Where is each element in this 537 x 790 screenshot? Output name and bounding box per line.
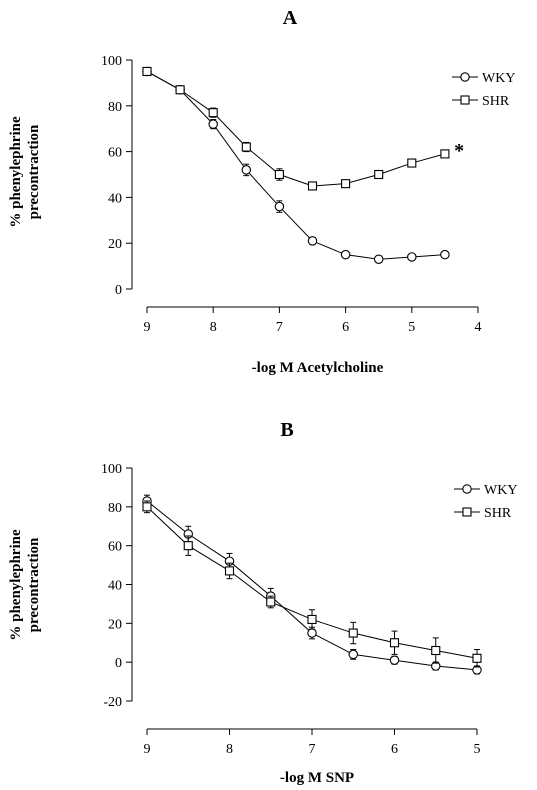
chart-panel-b: B -20 0 20 40 60 80 100 9 8 7 6 5 -log M SNP % phenyle… — [8, 419, 517, 786]
data-point-square — [348, 628, 358, 638]
y-axis-title-line: precontraction — [26, 124, 42, 219]
data-point-square — [440, 149, 450, 159]
data-point-circle — [340, 249, 351, 260]
data-point-circle — [348, 649, 358, 660]
data-point-square — [341, 179, 351, 189]
data-point-square — [472, 653, 482, 663]
y-tick-label: 0 — [115, 283, 122, 298]
data-point-circle — [274, 201, 285, 212]
y-tick-label: 40 — [108, 191, 122, 206]
y-tick-label: 20 — [108, 237, 122, 252]
y-axis-title-line: precontraction — [26, 537, 42, 632]
data-point-circle — [440, 249, 450, 260]
legend-marker-square — [460, 95, 470, 105]
series-line — [146, 71, 446, 187]
data-point-square — [407, 158, 417, 168]
legend-label: WKY — [482, 71, 515, 86]
data-point-circle — [389, 655, 400, 665]
legend-label: WKY — [484, 483, 517, 498]
x-tick-label: 5 — [408, 320, 415, 335]
x-tick-label: 9 — [144, 320, 151, 335]
x-tick-label: 6 — [342, 320, 349, 335]
y-axis-title: % phenylephrine precontraction — [8, 529, 42, 641]
x-tick-label: 4 — [475, 320, 482, 335]
data-point-square — [307, 614, 317, 625]
y-tick-label: 100 — [101, 54, 122, 69]
data-point-square — [142, 502, 152, 512]
chart-panel-a: A 0 20 40 60 80 100 9 8 7 6 5 4 -log M Acetylcholine%… — [8, 7, 515, 376]
panel-label: B — [280, 419, 293, 441]
y-axis-title-line: % phenylephrine — [8, 529, 24, 641]
y-tick-label: 60 — [108, 146, 122, 161]
data-point-circle — [307, 628, 317, 638]
x-tick-label: 8 — [226, 742, 233, 757]
series-wky — [142, 66, 450, 264]
panel-label: A — [283, 7, 298, 29]
data-point-circle — [407, 252, 417, 262]
x-tick-label: 9 — [144, 742, 151, 757]
x-tick-label: 8 — [210, 320, 217, 335]
data-point-circle — [373, 254, 384, 264]
y-tick-label: 100 — [101, 462, 122, 477]
legend-marker-circle — [462, 484, 472, 494]
data-point-square — [208, 108, 218, 118]
legend-marker-circle — [460, 72, 470, 82]
x-tick-label: 7 — [276, 320, 283, 335]
data-point-square — [266, 597, 276, 607]
y-tick-label: -20 — [103, 695, 122, 710]
y-tick-label: 40 — [108, 579, 122, 594]
data-point-square — [389, 638, 400, 648]
y-axis-title-line: % phenylephrine — [8, 116, 24, 228]
data-point-square — [175, 85, 185, 95]
data-point-square — [183, 541, 193, 551]
data-point-circle — [208, 119, 218, 129]
series-shr — [142, 66, 450, 191]
legend-label: SHR — [482, 94, 510, 109]
x-axis-title: -log M SNP — [280, 770, 354, 786]
legend: WKY SHR — [454, 483, 517, 521]
data-point-square — [374, 169, 384, 180]
y-tick-label: 0 — [115, 656, 122, 671]
series-line — [146, 71, 445, 260]
y-tick-label: 80 — [108, 501, 122, 516]
data-point-square — [431, 645, 441, 656]
data-point-square — [274, 169, 284, 180]
series-line — [146, 500, 478, 671]
data-point-square — [224, 566, 235, 576]
x-tick-label: 5 — [474, 742, 481, 757]
y-tick-label: 60 — [108, 540, 122, 555]
data-point-square — [307, 181, 318, 191]
data-point-square — [241, 142, 251, 152]
data-point-square — [142, 66, 152, 76]
y-axis-title: % phenylephrine precontraction — [8, 116, 42, 228]
data-point-circle — [307, 236, 318, 246]
y-tick-label: 20 — [108, 617, 122, 632]
data-point-circle — [241, 165, 252, 175]
legend-label: SHR — [484, 506, 512, 521]
x-axis-title: -log M Acetylcholine — [252, 360, 384, 376]
series-shr — [142, 500, 482, 668]
legend-marker-square — [462, 507, 472, 517]
x-tick-label: 6 — [391, 742, 398, 757]
y-tick-label: 80 — [108, 100, 122, 115]
x-tick-label: 7 — [309, 742, 316, 757]
legend: WKY SHR — [452, 71, 515, 109]
series-wky — [142, 494, 482, 675]
significance-annotation: * — [454, 140, 464, 162]
